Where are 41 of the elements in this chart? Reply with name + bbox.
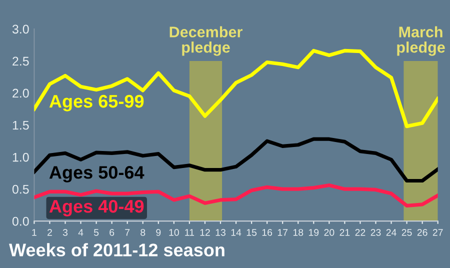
band-label: March pledge (397, 26, 445, 56)
y-tick-label: 0.5 (12, 184, 29, 194)
line-series (34, 137, 438, 183)
y-tick-label: 0.0 (12, 216, 29, 226)
x-tick-label: 4 (78, 229, 84, 236)
x-tick-label: 10 (169, 228, 179, 236)
series-label: Ages 65-99 (49, 94, 144, 112)
y-tick-label: 1.0 (12, 152, 29, 162)
x-tick-label: 14 (231, 229, 242, 236)
x-axis-title: Weeks of 2011-12 season (9, 243, 224, 256)
x-tick-label: 23 (370, 228, 381, 236)
x-tick-label: 16 (262, 228, 272, 236)
band-label: December pledge (170, 26, 242, 56)
y-tick-label: 1.5 (12, 120, 29, 130)
y-tick-label: 3.0 (12, 24, 29, 34)
x-tick-label: 11 (185, 229, 194, 236)
series-label: Ages 40-49 (49, 200, 144, 216)
x-tick-label: 26 (417, 228, 428, 236)
y-tick-label: 2.0 (12, 88, 29, 98)
x-tick-label: 15 (246, 229, 257, 236)
x-tick-label: 8 (140, 228, 146, 236)
x-tick-label: 20 (324, 228, 334, 236)
y-tick-label: 2.5 (12, 56, 29, 66)
x-tick-label: 9 (156, 228, 161, 236)
x-tick-label: 19 (308, 228, 319, 236)
x-tick-label: 17 (278, 229, 288, 236)
x-tick-label: 25 (402, 228, 412, 236)
x-tick-label: 12 (200, 228, 210, 236)
x-tick-label: 21 (340, 228, 350, 236)
x-tick-label: 27 (432, 228, 443, 236)
x-tick-label: 3 (62, 228, 68, 236)
x-tick-label: 13 (216, 228, 226, 236)
x-tick-label: 24 (386, 228, 396, 236)
series-label: Ages 50-64 (49, 166, 144, 182)
x-tick-label: 6 (110, 228, 114, 236)
x-tick-label: 2 (48, 228, 52, 236)
x-tick-label: 22 (355, 228, 366, 236)
x-tick-label: 1 (32, 229, 36, 236)
x-tick-label: 7 (125, 229, 130, 236)
x-tick-label: 5 (94, 229, 99, 236)
x-tick-label: 18 (293, 228, 304, 236)
